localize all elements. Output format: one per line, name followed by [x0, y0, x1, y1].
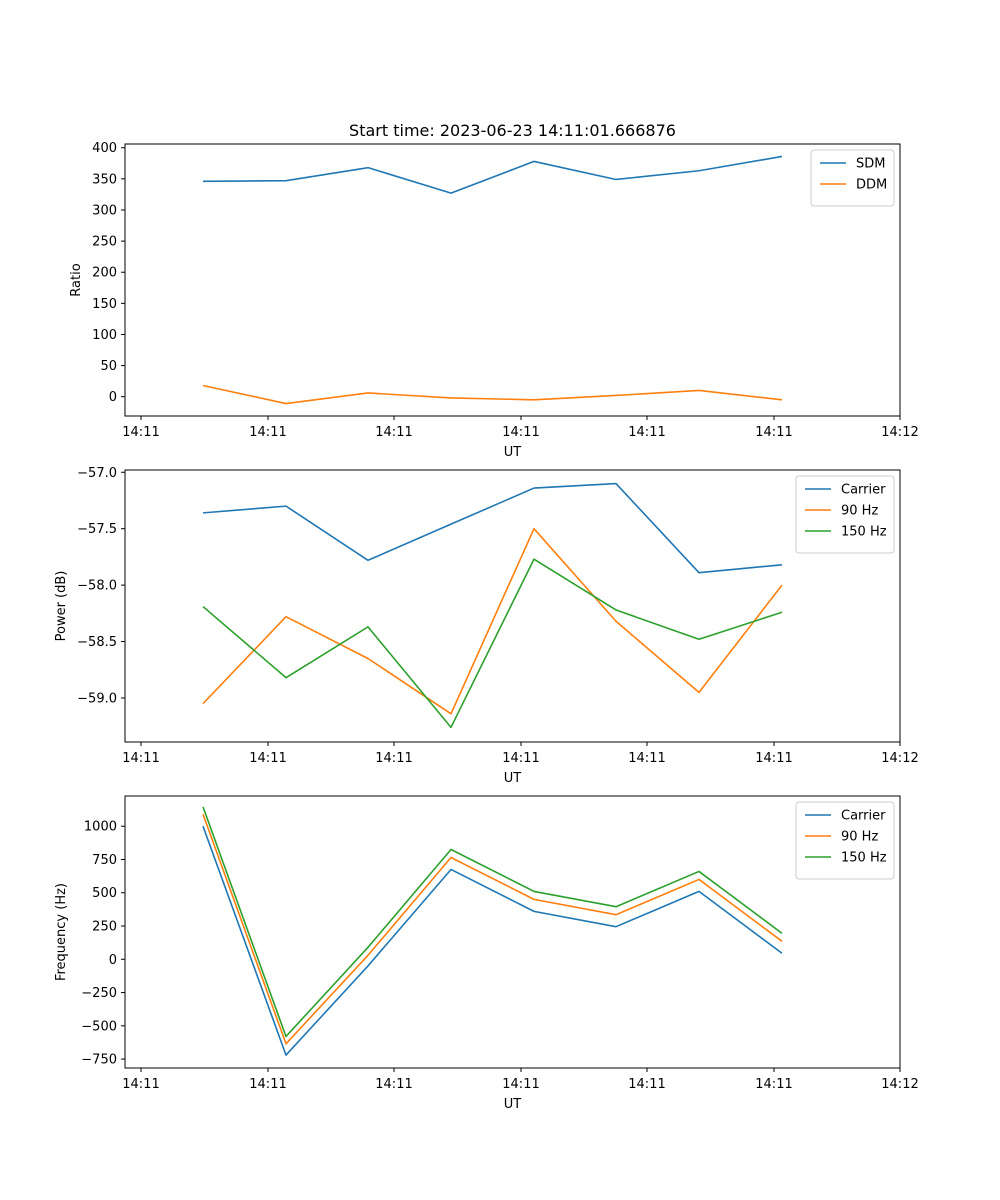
y-tick-label: −250 — [81, 986, 117, 1001]
legend-entry: 150 Hz — [841, 525, 887, 540]
y-tick-label: 750 — [92, 853, 117, 868]
legend-entry: SDM — [856, 157, 885, 172]
y-tick-label: −500 — [81, 1019, 117, 1034]
x-tick-label: 14:11 — [375, 751, 412, 766]
x-axis-label: UT — [504, 445, 522, 460]
y-tick-label: −57.0 — [77, 466, 117, 481]
panel-3: 14:11 14:11 14:11 14:11 14:11 14:11 14:12 −750 −… — [54, 795, 919, 1112]
x-tick-label: 14:11 — [249, 751, 286, 766]
series-line-carrier — [202, 482, 783, 574]
legend: Carrier 90 Hz 150 Hz — [795, 801, 895, 880]
x-tick-label: 14:11 — [628, 751, 665, 766]
y-axis-label: Ratio — [69, 263, 84, 296]
legend-box — [795, 801, 895, 880]
x-tick-label: 14:11 — [502, 751, 539, 766]
y-tick-label: −59.0 — [77, 691, 117, 706]
y-tick-label: −58.5 — [77, 635, 117, 650]
x-tick-label: 14:12 — [881, 751, 918, 766]
x-tick-label: 14:12 — [881, 1077, 918, 1092]
y-tick-label: −57.5 — [77, 522, 117, 537]
y-axis-label: Frequency (Hz) — [54, 883, 69, 981]
y-tick-label: 350 — [92, 172, 117, 187]
legend-box — [810, 149, 895, 207]
y-tick-label: 200 — [92, 266, 117, 281]
y-tick-label: 300 — [92, 203, 117, 218]
y-tick-label: 0 — [109, 953, 117, 968]
x-tick-label: 14:11 — [755, 425, 792, 440]
x-tick-label: 14:11 — [122, 1077, 159, 1092]
y-tick-label: 250 — [92, 920, 117, 935]
y-tick-label: 50 — [100, 359, 117, 374]
x-tick-label: 14:11 — [375, 425, 412, 440]
series-line-90-hz — [202, 813, 783, 1045]
x-tick-label: 14:11 — [502, 1077, 539, 1092]
x-axis-label: UT — [504, 1097, 522, 1112]
x-tick-label: 14:11 — [755, 1077, 792, 1092]
x-tick-label: 14:11 — [122, 425, 159, 440]
x-tick-label: 14:11 — [628, 425, 665, 440]
x-tick-label: 14:11 — [122, 751, 159, 766]
x-tick-label: 14:12 — [881, 425, 918, 440]
legend: SDM DDM — [810, 149, 895, 207]
axes-frame — [124, 469, 901, 743]
legend-entry: 150 Hz — [841, 851, 887, 866]
y-tick-label: −750 — [81, 1053, 117, 1068]
axes-frame — [124, 143, 901, 417]
x-tick-label: 14:11 — [249, 1077, 286, 1092]
y-tick-label: 100 — [92, 328, 117, 343]
legend-entry: Carrier — [841, 809, 886, 824]
legend-entry: 90 Hz — [841, 504, 878, 519]
legend-entry: 90 Hz — [841, 830, 878, 845]
series-line-150-hz — [202, 806, 783, 1038]
x-tick-label: 14:11 — [502, 425, 539, 440]
axes-frame — [124, 795, 901, 1069]
legend: Carrier 90 Hz 150 Hz — [795, 475, 895, 554]
y-tick-label: 1000 — [84, 820, 117, 835]
legend-entry: Carrier — [841, 483, 886, 498]
series-line-carrier — [202, 825, 783, 1056]
x-tick-label: 14:11 — [628, 1077, 665, 1092]
y-tick-label: 500 — [92, 886, 117, 901]
y-axis-label: Power (dB) — [54, 571, 69, 642]
series-line-150-hz — [202, 558, 783, 729]
x-axis-label: UT — [504, 771, 522, 786]
y-tick-label: 400 — [92, 141, 117, 156]
y-tick-label: 250 — [92, 235, 117, 250]
x-tick-label: 14:11 — [755, 751, 792, 766]
legend-entry: DDM — [856, 178, 887, 193]
legend-box — [795, 475, 895, 554]
series-line-90-hz — [202, 527, 783, 715]
x-tick-label: 14:11 — [375, 1077, 412, 1092]
panel-2: 14:11 14:11 14:11 14:11 14:11 14:11 14:12 −59.0… — [54, 466, 919, 786]
y-tick-label: 0 — [109, 390, 117, 405]
series-line-sdm — [202, 155, 783, 194]
panel-1: 14:11 14:11 14:11 14:11 14:11 14:11 14:12 0 50 10… — [69, 141, 919, 460]
y-tick-label: 150 — [92, 297, 117, 312]
x-tick-label: 14:11 — [249, 425, 286, 440]
series-line-ddm — [202, 384, 783, 405]
chart-title: Start time: 2023-06-23 14:11:01.666876 — [349, 121, 676, 140]
y-tick-label: −58.0 — [77, 579, 117, 594]
